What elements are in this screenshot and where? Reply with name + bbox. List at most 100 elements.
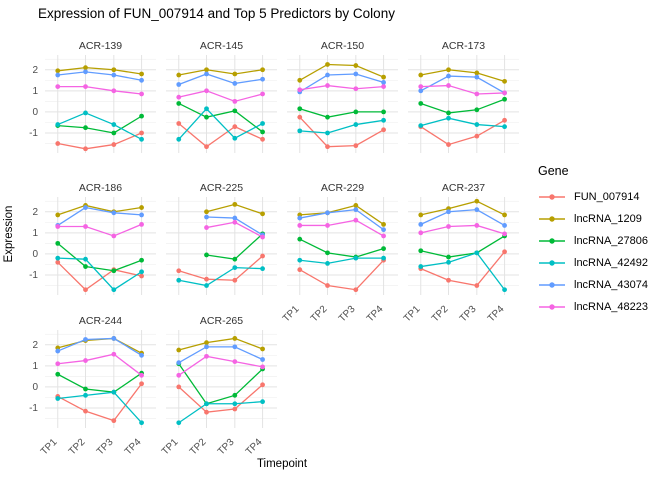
data-point — [204, 88, 209, 94]
data-point — [353, 217, 359, 223]
data-point — [139, 130, 144, 136]
legend: Gene FUN_007914 lncRNA_1209 lncRNA_27806 ln… — [538, 164, 648, 318]
data-point — [83, 110, 88, 116]
data-point — [353, 207, 359, 213]
data-point — [232, 392, 238, 398]
data-point — [176, 277, 182, 283]
data-point — [83, 125, 88, 131]
data-point — [260, 266, 265, 272]
data-point — [297, 106, 303, 112]
y-tick-label: -1 — [29, 402, 38, 414]
x-tick-label: TP2 — [429, 303, 451, 325]
data-point — [260, 399, 265, 405]
facet-panel-ACR-145 — [166, 55, 277, 153]
data-point — [111, 268, 117, 274]
data-point — [446, 110, 451, 116]
facet-strip-ACR-173: ACR-173 — [441, 40, 486, 52]
data-point — [381, 127, 386, 133]
data-point — [83, 358, 88, 363]
data-point — [502, 212, 507, 218]
facet-panel-ACR-186 — [45, 197, 156, 295]
data-point — [381, 221, 386, 227]
data-point — [55, 240, 61, 246]
data-point — [139, 113, 144, 119]
legend-key-icon — [539, 282, 565, 288]
data-point — [353, 143, 359, 149]
data-point — [83, 224, 88, 229]
data-point — [474, 70, 480, 76]
data-point — [83, 205, 88, 210]
data-point — [418, 101, 424, 106]
data-point — [139, 205, 144, 210]
data-point — [55, 84, 61, 90]
data-point — [381, 255, 386, 261]
data-point — [139, 372, 144, 378]
data-point — [176, 101, 182, 106]
data-point — [260, 357, 265, 362]
x-tick-label: TP1 — [401, 303, 423, 325]
data-point — [111, 351, 117, 357]
legend-key-icon — [539, 304, 565, 310]
data-point — [139, 136, 144, 142]
data-point — [83, 386, 88, 392]
data-point — [204, 401, 209, 407]
legend-entry-lncRNA_48223: lncRNA_48223 — [538, 296, 648, 318]
data-point — [260, 136, 265, 142]
data-point — [297, 128, 303, 134]
legend-entry-lncRNA_1209: lncRNA_1209 — [538, 208, 648, 230]
data-point — [232, 81, 238, 86]
legend-entry-lncRNA_27806: lncRNA_27806 — [538, 230, 648, 252]
data-point — [418, 88, 424, 94]
chart-title: Expression of FUN_007914 and Top 5 Predi… — [38, 6, 395, 21]
data-point — [446, 83, 451, 88]
data-point — [381, 74, 386, 80]
data-point — [325, 144, 330, 150]
data-point — [83, 337, 88, 342]
data-point — [139, 91, 144, 97]
data-point — [83, 264, 88, 269]
data-point — [111, 67, 117, 73]
data-point — [325, 83, 330, 88]
data-point — [232, 336, 238, 341]
data-point — [502, 124, 507, 130]
data-point — [204, 214, 209, 220]
data-point — [139, 71, 144, 77]
data-point — [111, 233, 117, 239]
data-point — [325, 223, 330, 228]
data-point — [260, 253, 265, 259]
data-point — [83, 287, 88, 293]
data-point — [353, 255, 359, 261]
facet-panel-ACR-150 — [287, 55, 398, 153]
y-tick-label: -1 — [29, 269, 38, 281]
data-point — [418, 264, 424, 269]
data-point — [502, 96, 507, 102]
data-point — [232, 344, 238, 350]
data-point — [176, 136, 182, 142]
y-tick-label: 1 — [32, 85, 38, 97]
data-point — [418, 84, 424, 90]
facet-panel-ACR-173 — [408, 55, 519, 153]
data-point — [418, 212, 424, 218]
data-point — [353, 86, 359, 92]
data-point — [204, 276, 209, 282]
legend-entry-lncRNA_42492: lncRNA_42492 — [538, 252, 648, 274]
facet-strip-ACR-244: ACR-244 — [78, 315, 123, 327]
facet-panel-ACR-244 — [45, 330, 156, 428]
data-point — [297, 236, 303, 242]
data-point — [83, 84, 88, 90]
data-point — [204, 71, 209, 77]
data-point — [502, 90, 507, 96]
facet-strip-ACR-265: ACR-265 — [199, 315, 244, 327]
x-tick-label: TP3 — [336, 303, 358, 325]
data-point — [260, 91, 265, 97]
facet-panel-ACR-225 — [166, 197, 277, 295]
data-point — [83, 256, 88, 262]
data-point — [55, 224, 61, 229]
data-point — [474, 283, 480, 288]
y-tick-label: 2 — [32, 64, 38, 76]
data-point — [232, 359, 238, 365]
facet-strip-ACR-225: ACR-225 — [199, 182, 244, 194]
data-point — [297, 223, 303, 228]
data-point — [297, 257, 303, 263]
